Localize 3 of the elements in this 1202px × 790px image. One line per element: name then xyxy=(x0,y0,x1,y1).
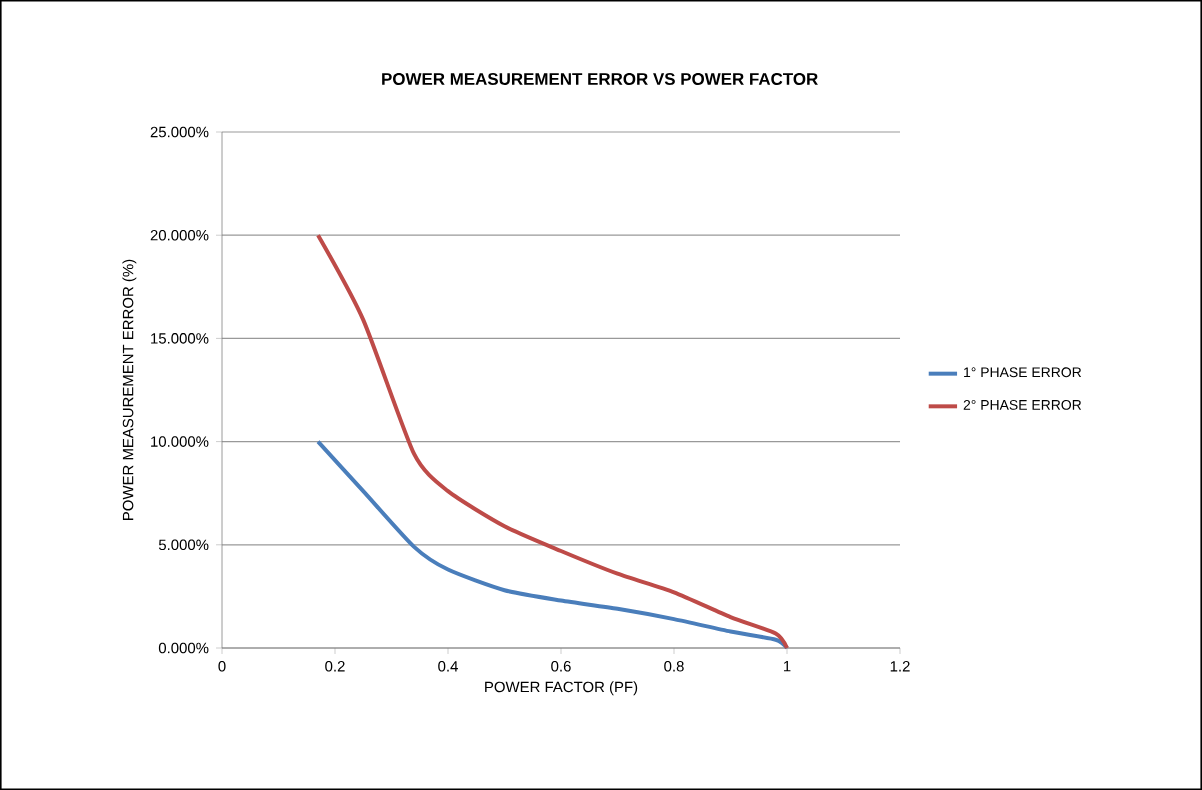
chart-title: POWER MEASUREMENT ERROR VS POWER FACTOR xyxy=(382,73,818,85)
line-series xyxy=(316,439,790,650)
line-series xyxy=(316,233,790,650)
